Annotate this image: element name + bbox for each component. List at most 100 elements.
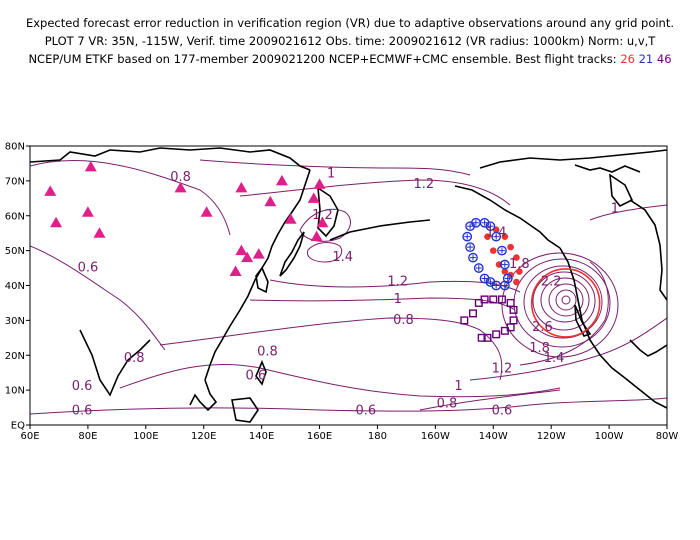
contour-line-0.8-mid [159, 317, 503, 381]
station-triangle-marker [252, 248, 265, 259]
track-point-marker [502, 273, 513, 284]
coastlines [30, 147, 667, 423]
track-point-marker [492, 330, 501, 339]
station-triangle-marker [174, 181, 187, 193]
contour-bullseye [501, 252, 619, 358]
contour-value-label: 0.6 [492, 404, 513, 419]
coast-alaska [454, 185, 561, 249]
station-triangle-marker [50, 216, 63, 228]
track-point-marker [497, 245, 507, 256]
station-triangle-marker [44, 185, 57, 196]
contour-line-1-east [589, 204, 667, 221]
flight-track-track-b [462, 217, 513, 291]
contour-value-label: 1 [394, 292, 402, 307]
lon-tick-label: 80W [656, 431, 679, 442]
station-triangle-marker [241, 251, 254, 263]
contour-value-label: 0.6 [72, 379, 93, 394]
island-philippines [255, 359, 267, 386]
contour-line-1.2-mid [269, 279, 521, 293]
track-point-marker [468, 252, 478, 263]
track-point-marker [470, 217, 481, 228]
track-point-marker [509, 305, 518, 314]
contour-line-1.2-east [519, 261, 609, 366]
station-triangle-marker [275, 174, 288, 186]
track-point-marker [489, 247, 497, 254]
track-number-b: 21 [638, 52, 654, 66]
track-point-marker [477, 333, 486, 342]
contour-value-label: 0.6 [246, 369, 267, 384]
contour-line-0.6-south [119, 363, 561, 398]
contour-line-1-mid [249, 297, 516, 311]
contour-line-0.8-arctic [30, 160, 231, 236]
map-frame [29, 145, 668, 426]
island-aleutians [329, 219, 431, 241]
contour-value-label: 0.6 [356, 404, 377, 419]
coast-hudson-bay [609, 173, 634, 208]
track-number-a: 26 [620, 52, 635, 66]
contour-line-1-east-south [469, 317, 667, 381]
coast-north-america-east [629, 199, 667, 301]
lat-tick-label: 80N [5, 142, 25, 153]
contour-value-label: 0.8 [257, 344, 278, 359]
lon-tick-label: 100E [133, 431, 158, 442]
flight-track-track-c [460, 295, 518, 342]
contour-value-label: 1 [327, 166, 335, 181]
contour-value-label: 1.4 [332, 250, 353, 265]
contour-value-label: 1.4 [544, 351, 565, 366]
lat-tick-label: 30N [5, 316, 25, 327]
contour-value-label: 1 [611, 201, 619, 216]
station-triangle-marker [93, 227, 106, 238]
coast-india [79, 329, 151, 397]
track-point-marker [484, 233, 491, 240]
lon-tick-label: 60E [20, 431, 39, 442]
station-triangle-marker [307, 192, 320, 203]
island-borneo [231, 397, 259, 423]
track-point-marker [513, 278, 520, 286]
observing-stations [44, 160, 329, 277]
island-japan [279, 231, 305, 277]
contour-line-1.4-loop [306, 242, 343, 263]
track-point-marker [499, 259, 510, 270]
track-point-marker [497, 295, 506, 304]
lon-tick-label: 80E [78, 431, 97, 442]
contour-line-1-north [199, 159, 471, 176]
lon-tick-label: 140E [249, 431, 274, 442]
contour-value-label: 1.8 [529, 341, 550, 356]
track-point-marker [516, 268, 523, 275]
track-point-marker [465, 242, 476, 253]
verification-region-circle [530, 268, 601, 338]
contour-line-0.6-equator [30, 397, 667, 415]
contour-ring-3 [523, 265, 603, 339]
title-line-2: PLOT 7 VR: 35N, -115W, Verif. time 20090… [44, 34, 656, 48]
coast-arctic-islands [574, 164, 641, 173]
coast-indochina [189, 379, 218, 412]
lat-tick-label: EQ [11, 421, 25, 432]
contour-value-label: 2.2 [541, 275, 562, 290]
track-point-marker [491, 231, 502, 242]
station-triangle-marker [235, 244, 248, 256]
contour-ring-5 [540, 277, 590, 323]
coast-kamchatka [317, 187, 339, 238]
contour-field [30, 159, 667, 415]
station-triangle-marker [235, 181, 248, 193]
contour-value-label: 1 [454, 379, 462, 394]
contour-value-label: 1.2 [492, 362, 513, 377]
contour-value-label: 0.8 [124, 351, 145, 366]
contour-labels: 0.8 11.211.21.40.61.210.81.41.82.22.61.81… [72, 166, 619, 418]
lon-tick-label: 140W [479, 431, 508, 442]
station-triangle-marker [84, 160, 97, 172]
track-point-marker [491, 280, 502, 291]
lon-tick-label: 160W [421, 431, 450, 442]
contour-value-label: 1.4 [486, 226, 507, 241]
contour-value-label: 0.6 [78, 261, 99, 276]
lat-tick-label: 60N [5, 211, 25, 222]
contour-ring-6 [548, 283, 584, 317]
contour-ring-1 [501, 252, 619, 358]
track-point-marker [483, 333, 492, 342]
lon-tick-label: 160E [307, 431, 332, 442]
track-point-marker [469, 309, 478, 318]
lat-tick-label: 40N [5, 281, 25, 292]
contour-value-label: 0.8 [437, 397, 458, 412]
title-line-3: NCEP/UM ETKF based on 177-member 2009021… [0, 52, 700, 66]
